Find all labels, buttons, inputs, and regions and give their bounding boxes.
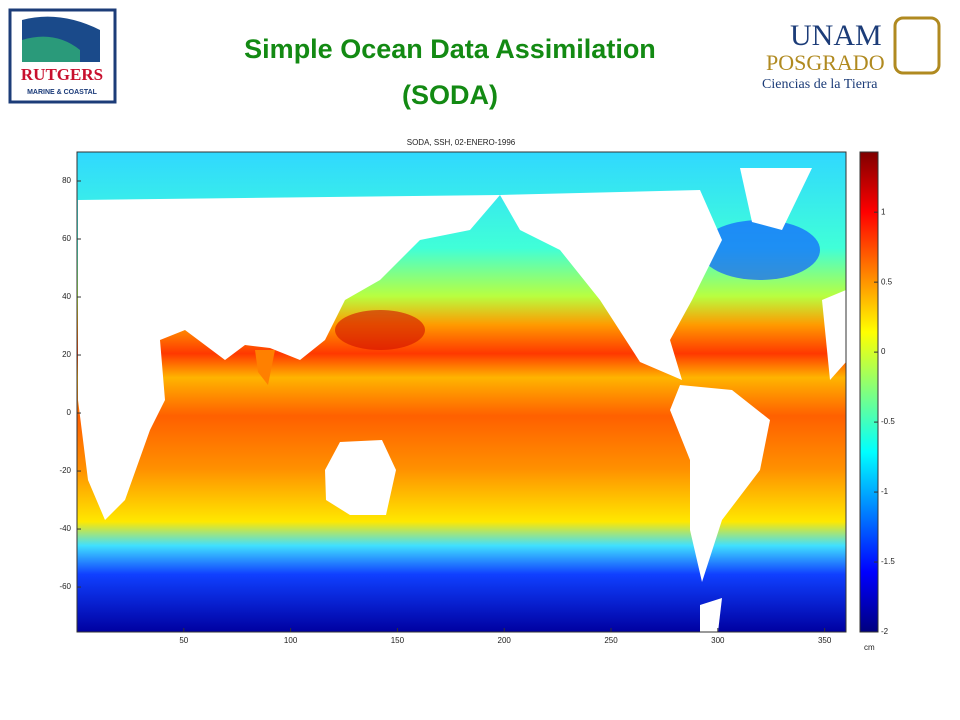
logo-text: POSGRADO [766,50,885,75]
slide-title: Simple Ocean Data Assimilation [244,34,656,64]
x-tick-label: 350 [818,636,832,645]
y-tick-label: -60 [59,582,71,591]
colorbar-tick-label: -2 [881,627,889,636]
right-logo: UNAM POSGRADO Ciencias de la Tierra [762,16,941,92]
x-tick-label: 50 [179,636,188,645]
x-tick-label: 200 [498,636,512,645]
colorbar [859,151,879,633]
slide-title: (SODA) [402,80,498,110]
colorbar-tick-label: -1 [881,487,889,496]
colorbar-unit: cm [864,643,875,652]
y-tick-label: 40 [62,292,71,301]
x-tick-label: 300 [711,636,725,645]
y-tick-label: -40 [59,524,71,533]
map [76,151,847,633]
colorbar-tick-label: 0.5 [881,277,893,286]
y-tick-label: 20 [62,350,71,359]
logo-text: RUTGERS [21,65,103,84]
colorbar-tick-label: 1 [881,207,886,216]
logo-text: UNAM [790,19,882,52]
logo-text: Ciencias de la Tierra [762,77,878,92]
x-tick-label: 100 [284,636,298,645]
x-tick-label: 250 [604,636,618,645]
colorbar-tick-label: 0 [881,347,886,356]
logo-text: MARINE & COASTAL [27,89,98,96]
y-tick-label: 60 [62,234,71,243]
colorbar-tick-label: -1.5 [881,557,895,566]
colorbar-tick-label: -0.5 [881,417,895,426]
y-tick-label: -20 [59,466,71,475]
y-tick-label: 0 [67,408,72,417]
map-title: SODA, SSH, 02-ENERO-1996 [407,138,516,147]
y-tick-label: 80 [62,176,71,185]
x-tick-label: 150 [391,636,405,645]
left-logo: RUTGERS MARINE & COASTAL [8,8,117,104]
